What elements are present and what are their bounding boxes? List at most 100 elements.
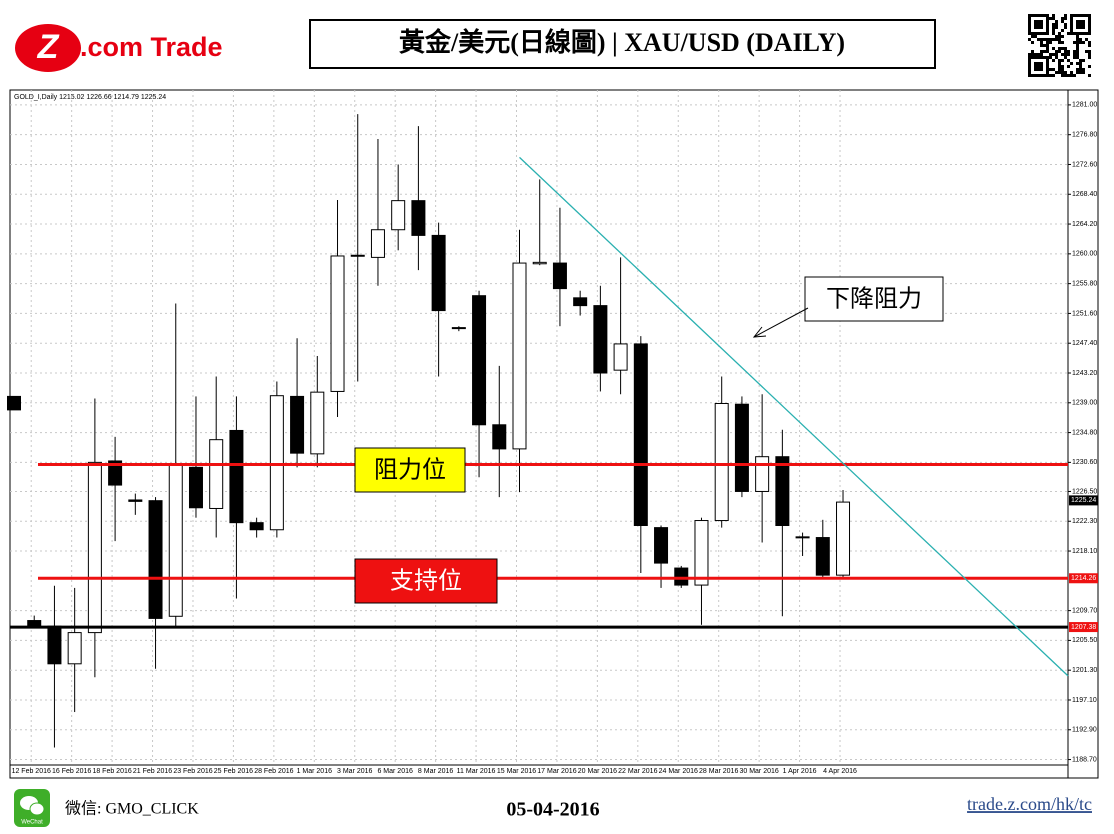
qr-cell <box>1037 38 1040 41</box>
price-tag-label: 1225.24 <box>1071 497 1096 504</box>
qr-cell <box>1046 44 1049 47</box>
annotation-arrow-head <box>752 326 767 338</box>
qr-cell <box>1070 62 1073 65</box>
qr-cell <box>1055 56 1058 59</box>
qr-cell <box>1046 68 1049 71</box>
y-tick-label: 1272.60 <box>1072 161 1097 168</box>
qr-cell <box>1034 14 1037 17</box>
candle-body <box>148 500 163 619</box>
logo-badge <box>15 24 81 72</box>
qr-cell <box>1061 29 1064 32</box>
candle-body <box>269 395 284 531</box>
qr-cell <box>1037 26 1040 29</box>
qr-cell <box>1088 20 1091 23</box>
x-tick-label: 11 Mar 2016 <box>457 768 496 775</box>
qr-cell <box>1037 32 1040 35</box>
qr-cell <box>1082 23 1085 26</box>
qr-cell <box>1076 20 1079 23</box>
qr-cell <box>1046 26 1049 29</box>
qr-cell <box>1031 35 1034 38</box>
qr-cell <box>1058 47 1061 50</box>
candle-body <box>330 255 345 392</box>
qr-cell <box>1040 50 1043 53</box>
qr-cell <box>1067 32 1070 35</box>
qr-cell <box>1067 74 1070 77</box>
qr-cell <box>1040 68 1043 71</box>
qr-cell <box>1040 32 1043 35</box>
annotation-box <box>804 276 944 322</box>
qr-cell <box>1064 14 1067 17</box>
x-tick-label: 1 Mar 2016 <box>297 768 333 775</box>
title: 黃金/美元(日線圖) | XAU/USD (DAILY) <box>399 27 845 57</box>
qr-cell <box>1064 50 1067 53</box>
candle-body <box>350 254 365 257</box>
qr-cell <box>1052 23 1055 26</box>
y-tick-label: 1209.70 <box>1072 607 1097 614</box>
y-tick-label: 1222.30 <box>1072 518 1097 525</box>
candle-body <box>674 567 689 586</box>
qr-cell <box>1031 41 1034 44</box>
qr-cell <box>1028 74 1031 77</box>
qr-cell <box>1070 23 1073 26</box>
price-tag-label: 1214.26 <box>1071 575 1096 582</box>
qr-cell <box>1061 68 1064 71</box>
wechat-icon-label: WeChat <box>21 820 43 826</box>
qr-cell <box>1082 68 1085 71</box>
qr-cell <box>1049 68 1052 71</box>
qr-cell <box>1028 20 1031 23</box>
qr-cell <box>1067 65 1070 68</box>
qr-cell <box>1076 68 1079 71</box>
qr-cell <box>1028 65 1031 68</box>
wechat-bubble <box>29 802 45 816</box>
qr-cell <box>1088 17 1091 20</box>
qr-cell <box>1031 14 1034 17</box>
qr-cell <box>1046 50 1049 53</box>
qr-cell <box>1043 44 1046 47</box>
date: 05-04-2016 <box>506 799 599 821</box>
qr-cell <box>1079 41 1082 44</box>
qr-cell <box>1061 59 1064 62</box>
annotation: 阻力位 <box>374 456 446 483</box>
qr-cell <box>1040 20 1043 23</box>
candle-body <box>775 456 790 526</box>
qr-cell <box>1040 53 1043 56</box>
qr-cell <box>1043 14 1046 17</box>
qr-cell <box>1052 17 1055 20</box>
qr-cell <box>1052 47 1055 50</box>
y-tick-label: 1247.40 <box>1072 340 1097 347</box>
qr-cell <box>1079 65 1082 68</box>
qr-cell <box>1082 14 1085 17</box>
qr-cell <box>1088 41 1091 44</box>
qr-cell <box>1034 68 1037 71</box>
y-tick-label: 1226.50 <box>1072 488 1097 495</box>
qr-cell <box>1064 74 1067 77</box>
qr-cell <box>1034 32 1037 35</box>
website-link[interactable]: trade.z.com/hk/tc <box>967 794 1092 814</box>
annotation: 下降阻力 <box>826 285 922 312</box>
candle-body <box>451 327 466 330</box>
candle-body <box>714 403 729 522</box>
qr-cell <box>1034 74 1037 77</box>
qr-cell <box>1037 62 1040 65</box>
candle-body <box>128 499 143 502</box>
qr-cell <box>1070 32 1073 35</box>
qr-cell <box>1061 65 1064 68</box>
qr-cell <box>1055 26 1058 29</box>
qr-cell <box>1082 59 1085 62</box>
qr-cell <box>1028 26 1031 29</box>
qr-cell <box>1046 29 1049 32</box>
annotation-arrow <box>753 307 809 338</box>
qr-cell <box>1082 71 1085 74</box>
qr-cell <box>1079 20 1082 23</box>
qr-cell <box>1076 62 1079 65</box>
qr-cell <box>1052 53 1055 56</box>
qr-cell <box>1040 44 1043 47</box>
candle-body <box>249 522 264 531</box>
qr-cell <box>1073 56 1076 59</box>
x-tick-label: 8 Mar 2016 <box>418 768 454 775</box>
qr-cell <box>1052 38 1055 41</box>
qr-cell <box>1055 35 1058 38</box>
qr-cell <box>1064 53 1067 56</box>
qr-cell <box>1079 26 1082 29</box>
